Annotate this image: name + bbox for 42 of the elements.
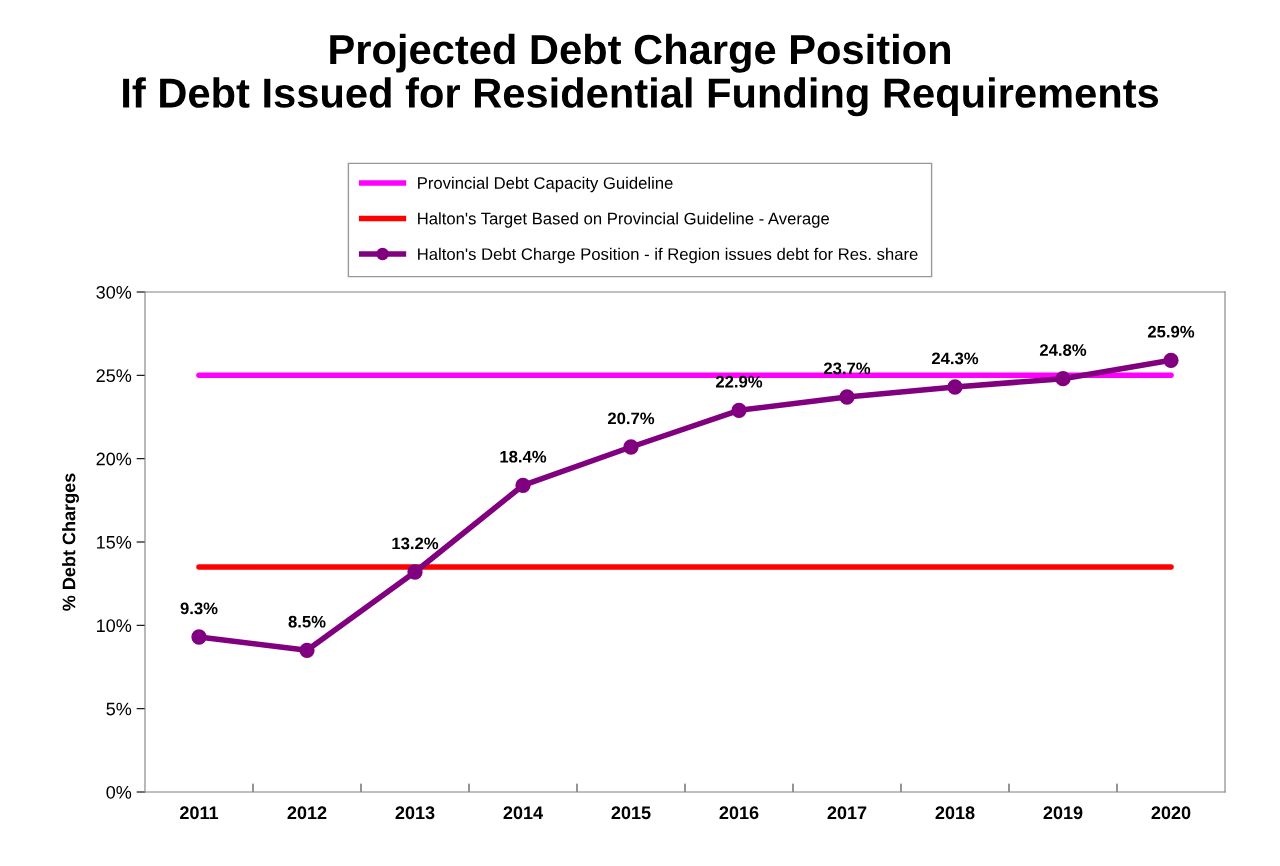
point (839, 389, 855, 405)
x-tick-label: 2011 (180, 806, 219, 820)
legend-label: Halton's Target Based on Provincial Guideline - Average (418, 212, 829, 228)
data-label: 18.4% (500, 450, 547, 463)
x-tick-label: 2019 (1043, 806, 1083, 820)
x-tick-label: 2013 (395, 806, 435, 820)
y-tick-label: 15% (97, 536, 132, 549)
x-tick-label: 2018 (935, 806, 975, 820)
point (299, 642, 315, 658)
data-label: 24.8% (1039, 344, 1087, 356)
y-tick-label: 0% (106, 785, 132, 799)
point (1163, 352, 1179, 368)
point (731, 402, 747, 418)
legend-label: Provincial Debt Capacity Guideline (418, 176, 673, 193)
x-tick-label: 2014 (503, 806, 543, 820)
point (623, 439, 639, 455)
x-tick-label: 2020 (1151, 806, 1191, 820)
x-tick-label: 2017 (827, 806, 867, 820)
legend-label: Halton's Debt Charge Position - if Region issues debt for Res. share (418, 247, 918, 264)
point (947, 379, 963, 395)
x-tick-label: 2016 (719, 806, 759, 820)
y-tick-label: 25% (96, 369, 132, 383)
y-tick-label: 5% (106, 702, 132, 716)
data-label: 23.7% (823, 362, 871, 375)
y-tick-label: 30% (96, 285, 132, 299)
y-axis-title: % Debt Charges (62, 473, 79, 611)
point (515, 477, 531, 493)
y-tick-label: 20% (96, 452, 132, 466)
x-tick-label: 2015 (611, 806, 651, 820)
data-label: 24.3% (931, 352, 979, 365)
data-label: 20.7% (607, 412, 655, 425)
data-label: 13.2% (392, 537, 439, 550)
data-label: 25.9% (1147, 325, 1195, 338)
point (1055, 371, 1071, 387)
point (191, 629, 207, 645)
point (407, 564, 423, 580)
data-label: 22.9% (715, 375, 763, 388)
y-tick-label: 10% (97, 619, 132, 633)
data-label: 9.3% (180, 602, 218, 615)
x-tick-label: 2012 (287, 806, 327, 820)
data-label: 8.5% (288, 615, 326, 628)
chart-title: Projected Debt Charge Position If Debt Issued for Residential Funding Requirements (123, 33, 1159, 117)
